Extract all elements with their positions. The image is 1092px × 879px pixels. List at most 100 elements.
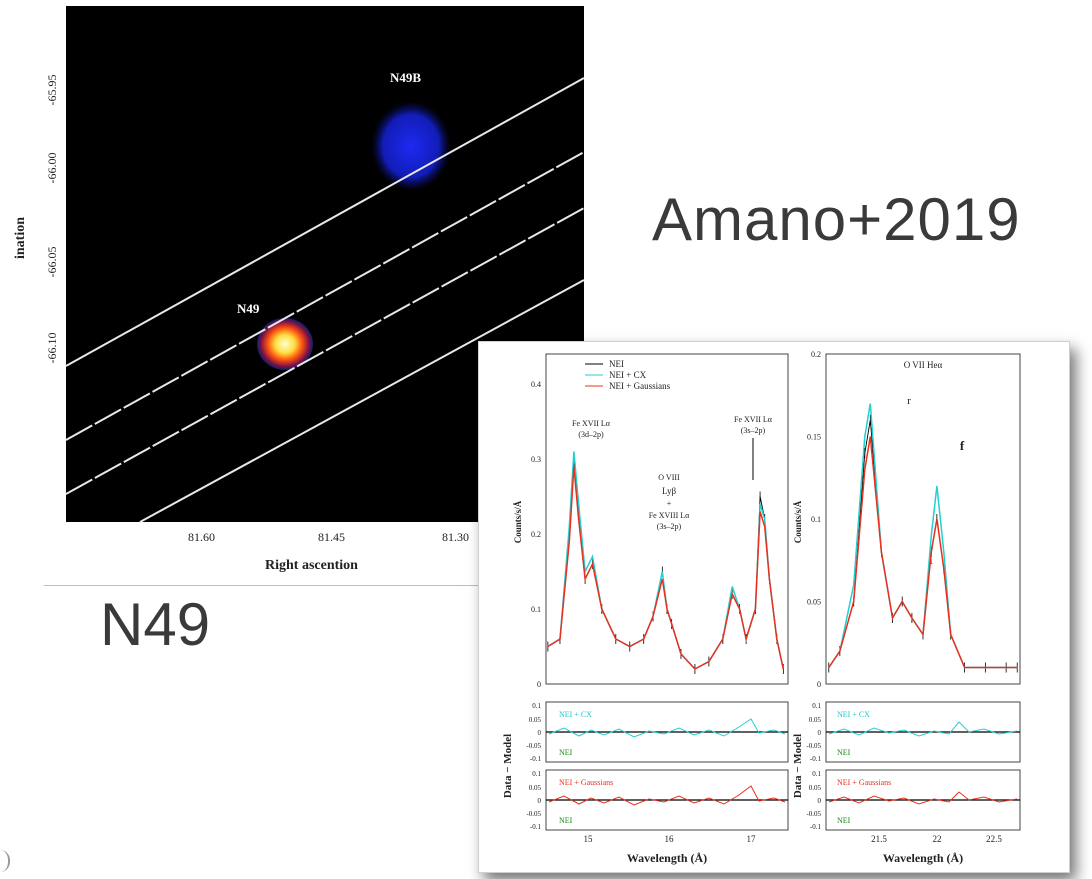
left-res-cx-nei-legend: NEI [559, 748, 573, 757]
right-series-nei-gaussians [828, 436, 1018, 669]
right-spectrum-title: O VII Heα [904, 360, 943, 370]
sky-ytick-3: -66.05 [45, 247, 59, 278]
right-xtick-3: 22.5 [986, 834, 1002, 844]
right-res-cx-nei-legend: NEI [837, 748, 851, 757]
right-res2-ytick-2: 0.05 [809, 784, 822, 792]
sky-xtick-3: 81.30 [442, 530, 469, 544]
right-spectrum-ytick-2: 0.05 [807, 598, 821, 607]
annot-o8-line5: (3s–2p) [657, 522, 682, 531]
left-res-ylabel: Data − Model [502, 734, 514, 798]
left-spectrum-yticks: 0 0.1 0.2 0.3 0.4 [531, 380, 541, 689]
spectra-svg: NEI + CX NEI NEI + Gaussians NEI NEI + C… [502, 350, 1021, 865]
left-res-ytick-1: 0.1 [532, 702, 541, 710]
right-res2-ytick-3: 0 [818, 797, 822, 805]
annot-fe17-3s-line1: Fe XVII Lα [734, 415, 773, 424]
left-res2-ytick-5: -0.1 [530, 823, 542, 831]
left-spectrum-ytick-5: 0.4 [531, 380, 541, 389]
legend-gauss-label: NEI + Gaussians [609, 381, 671, 391]
left-spectrum-ytick-4: 0.3 [531, 455, 541, 464]
slit-line-4 [139, 279, 585, 523]
left-res-gauss-legend: NEI + Gaussians [559, 778, 613, 787]
left-spectrum-ytick-1: 0 [537, 680, 541, 689]
left-res2-ytick-1: 0.1 [532, 770, 541, 778]
sky-xlabel: Right ascention [265, 558, 358, 573]
right-res2-ytick-4: -0.05 [806, 810, 821, 818]
right-xtick-1: 21.5 [871, 834, 887, 844]
right-spectrum-ytick-4: 0.15 [807, 433, 821, 442]
left-spectrum-ytick-2: 0.1 [531, 605, 541, 614]
annot-o8-line3: + [667, 499, 672, 508]
right-spectrum-ytick-3: 0.1 [811, 515, 821, 524]
n49-remnant [257, 318, 313, 370]
figure-caption: N49 [100, 591, 211, 658]
legend-cx-label: NEI + CX [609, 370, 647, 380]
right-spectrum-ytick-1: 0 [817, 680, 821, 689]
right-spectrum-ylabel: Counts/s/Å [793, 500, 803, 543]
right-res-ytick-1: 0.1 [812, 702, 821, 710]
annot-o8-line1: O VIII [658, 473, 680, 482]
legend-nei-label: NEI [609, 359, 624, 369]
n49-label: N49 [237, 301, 260, 316]
annot-f: f [960, 438, 965, 453]
left-res-ytick-3: 0 [538, 729, 542, 737]
left-res-ytick-4: -0.05 [526, 742, 541, 750]
right-xtick-2: 22 [933, 834, 942, 844]
left-xtick-2: 16 [665, 834, 675, 844]
page-edge-mark [0, 850, 10, 872]
left-res2-ytick-3: 0 [538, 797, 542, 805]
left-series-nei-gaussians [547, 466, 785, 670]
right-res-gauss-legend: NEI + Gaussians [837, 778, 891, 787]
n49b-remnant [371, 101, 451, 191]
sky-ytick-1: -65.95 [45, 75, 59, 106]
right-res-cx-noise [828, 721, 1018, 737]
right-res-ytick-4: -0.05 [806, 742, 821, 750]
right-spectrum-yticks: 0 0.05 0.1 0.15 0.2 [807, 350, 821, 689]
right-res2-ytick-5: -0.1 [810, 823, 822, 831]
left-res-ytick-2: 0.05 [529, 716, 542, 724]
left-res-cx-noise [548, 718, 786, 738]
n49b-label: N49B [390, 70, 421, 85]
right-spectrum-frame [825, 353, 1021, 685]
sky-image-figure: N49B N49 81.60 81.45 81.30 Right ascenti… [0, 0, 600, 600]
left-res2-ytick-2: 0.05 [529, 784, 542, 792]
citation-label: Amano+2019 [652, 186, 1021, 253]
annot-fe17-3d-line1: Fe XVII Lα [572, 419, 611, 428]
right-res2-ytick-1: 0.1 [812, 770, 821, 778]
left-res-gauss-noise [548, 785, 786, 806]
right-res-ytick-5: -0.1 [810, 755, 822, 763]
spectra-figure: NEI + CX NEI NEI + Gaussians NEI NEI + C… [478, 341, 1070, 873]
left-xtick-3: 17 [747, 834, 757, 844]
annot-r: r [907, 395, 911, 407]
sky-ytick-2: -66.00 [45, 153, 59, 184]
left-xtick-1: 15 [584, 834, 594, 844]
right-xlabel: Wavelength (Å) [883, 851, 963, 865]
sky-ytick-4: -66.10 [45, 333, 59, 364]
annot-o8-line2: Lyβ [662, 486, 677, 496]
sky-image-svg: N49B N49 81.60 81.45 81.30 Right ascenti… [13, 6, 585, 573]
slit-line-1 [65, 77, 585, 367]
right-res-ytick-2: 0.05 [809, 716, 822, 724]
caption-divider [44, 585, 484, 586]
right-res-ylabel: Data − Model [792, 734, 804, 798]
right-spectrum-series [828, 403, 1018, 673]
sky-ylabel: ination [13, 217, 28, 259]
annot-fe17-3s-line2: (3s–2p) [741, 426, 766, 435]
left-spectrum-series [547, 451, 785, 674]
left-res-gauss-nei-legend: NEI [559, 816, 573, 825]
sky-xtick-2: 81.45 [318, 530, 345, 544]
annot-o8-line4: Fe XVIII Lα [649, 511, 690, 520]
right-res-ytick-3: 0 [818, 729, 822, 737]
left-xlabel: Wavelength (Å) [627, 851, 707, 865]
left-res2-ytick-4: -0.05 [526, 810, 541, 818]
left-spectrum-frame [545, 353, 789, 685]
right-spectrum-ytick-5: 0.2 [811, 350, 821, 359]
left-spectrum-ytick-3: 0.2 [531, 530, 541, 539]
left-spectrum-ylabel: Counts/s/Å [513, 500, 523, 543]
annot-fe17-3d-line2: (3d–2p) [578, 430, 604, 439]
sky-xtick-1: 81.60 [188, 530, 215, 544]
right-res-cx-legend: NEI + CX [837, 710, 870, 719]
left-res-ytick-5: -0.1 [530, 755, 542, 763]
right-res-gauss-noise [828, 791, 1018, 805]
left-res-cx-legend: NEI + CX [559, 710, 592, 719]
right-res-gauss-nei-legend: NEI [837, 816, 851, 825]
